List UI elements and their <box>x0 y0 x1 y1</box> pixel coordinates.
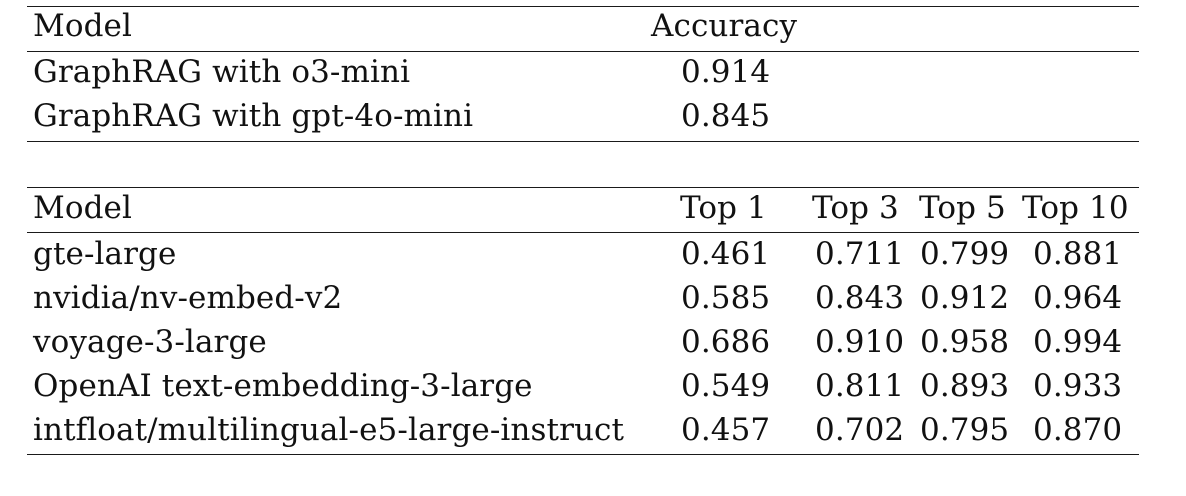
model-name: gte-large <box>33 236 177 272</box>
top1-value: 0.457 <box>681 412 771 448</box>
table2-header-model: Model <box>33 190 133 226</box>
top1-value: 0.585 <box>681 280 771 316</box>
model-name: voyage-3-large <box>33 324 267 360</box>
table2-header-top10: Top 10 <box>1022 190 1129 226</box>
table-row: intfloat/multilingual-e5-large-instruct … <box>0 408 1186 452</box>
table-row: nvidia/nv-embed-v2 0.585 0.843 0.912 0.9… <box>0 276 1186 320</box>
top5-value: 0.795 <box>920 412 1010 448</box>
table1-bottom-rule <box>27 141 1139 142</box>
top5-value: 0.958 <box>920 324 1010 360</box>
model-name: GraphRAG with o3-mini <box>33 54 411 90</box>
table1-header-accuracy: Accuracy <box>651 8 798 44</box>
table2-header-row: Model Top 1 Top 3 Top 5 Top 10 <box>0 186 1186 230</box>
table-row: gte-large 0.461 0.711 0.799 0.881 <box>0 232 1186 276</box>
top10-value: 0.994 <box>1033 324 1123 360</box>
top3-value: 0.843 <box>815 280 905 316</box>
top10-value: 0.933 <box>1033 368 1123 404</box>
top5-value: 0.799 <box>920 236 1010 272</box>
table-row: GraphRAG with gpt-4o-mini 0.845 <box>0 94 1186 138</box>
top1-value: 0.461 <box>681 236 771 272</box>
top3-value: 0.910 <box>815 324 905 360</box>
table2-header-top1: Top 1 <box>680 190 767 226</box>
table-row: OpenAI text-embedding-3-large 0.549 0.81… <box>0 364 1186 408</box>
top3-value: 0.711 <box>815 236 905 272</box>
table1-header-model: Model <box>33 8 133 44</box>
table1-header-rule <box>27 51 1139 52</box>
top10-value: 0.964 <box>1033 280 1123 316</box>
table1-header-row: Model Accuracy <box>0 4 1186 48</box>
model-name: GraphRAG with gpt-4o-mini <box>33 98 474 134</box>
accuracy-value: 0.914 <box>681 54 771 90</box>
top3-value: 0.811 <box>815 368 905 404</box>
top5-value: 0.912 <box>920 280 1010 316</box>
accuracy-value: 0.845 <box>681 98 771 134</box>
model-name: OpenAI text-embedding-3-large <box>33 368 533 404</box>
table2-bottom-rule <box>27 454 1139 455</box>
top3-value: 0.702 <box>815 412 905 448</box>
top10-value: 0.870 <box>1033 412 1123 448</box>
table2-header-top5: Top 5 <box>919 190 1006 226</box>
table-row: GraphRAG with o3-mini 0.914 <box>0 50 1186 94</box>
top1-value: 0.686 <box>681 324 771 360</box>
table2-header-top3: Top 3 <box>812 190 899 226</box>
table2-header-rule <box>27 232 1139 233</box>
top1-value: 0.549 <box>681 368 771 404</box>
table2-top-rule <box>27 187 1139 188</box>
top5-value: 0.893 <box>920 368 1010 404</box>
model-name: nvidia/nv-embed-v2 <box>33 280 343 316</box>
table1-top-rule <box>27 6 1139 7</box>
top10-value: 0.881 <box>1033 236 1123 272</box>
table-row: voyage-3-large 0.686 0.910 0.958 0.994 <box>0 320 1186 364</box>
model-name: intfloat/multilingual-e5-large-instruct <box>33 412 625 448</box>
